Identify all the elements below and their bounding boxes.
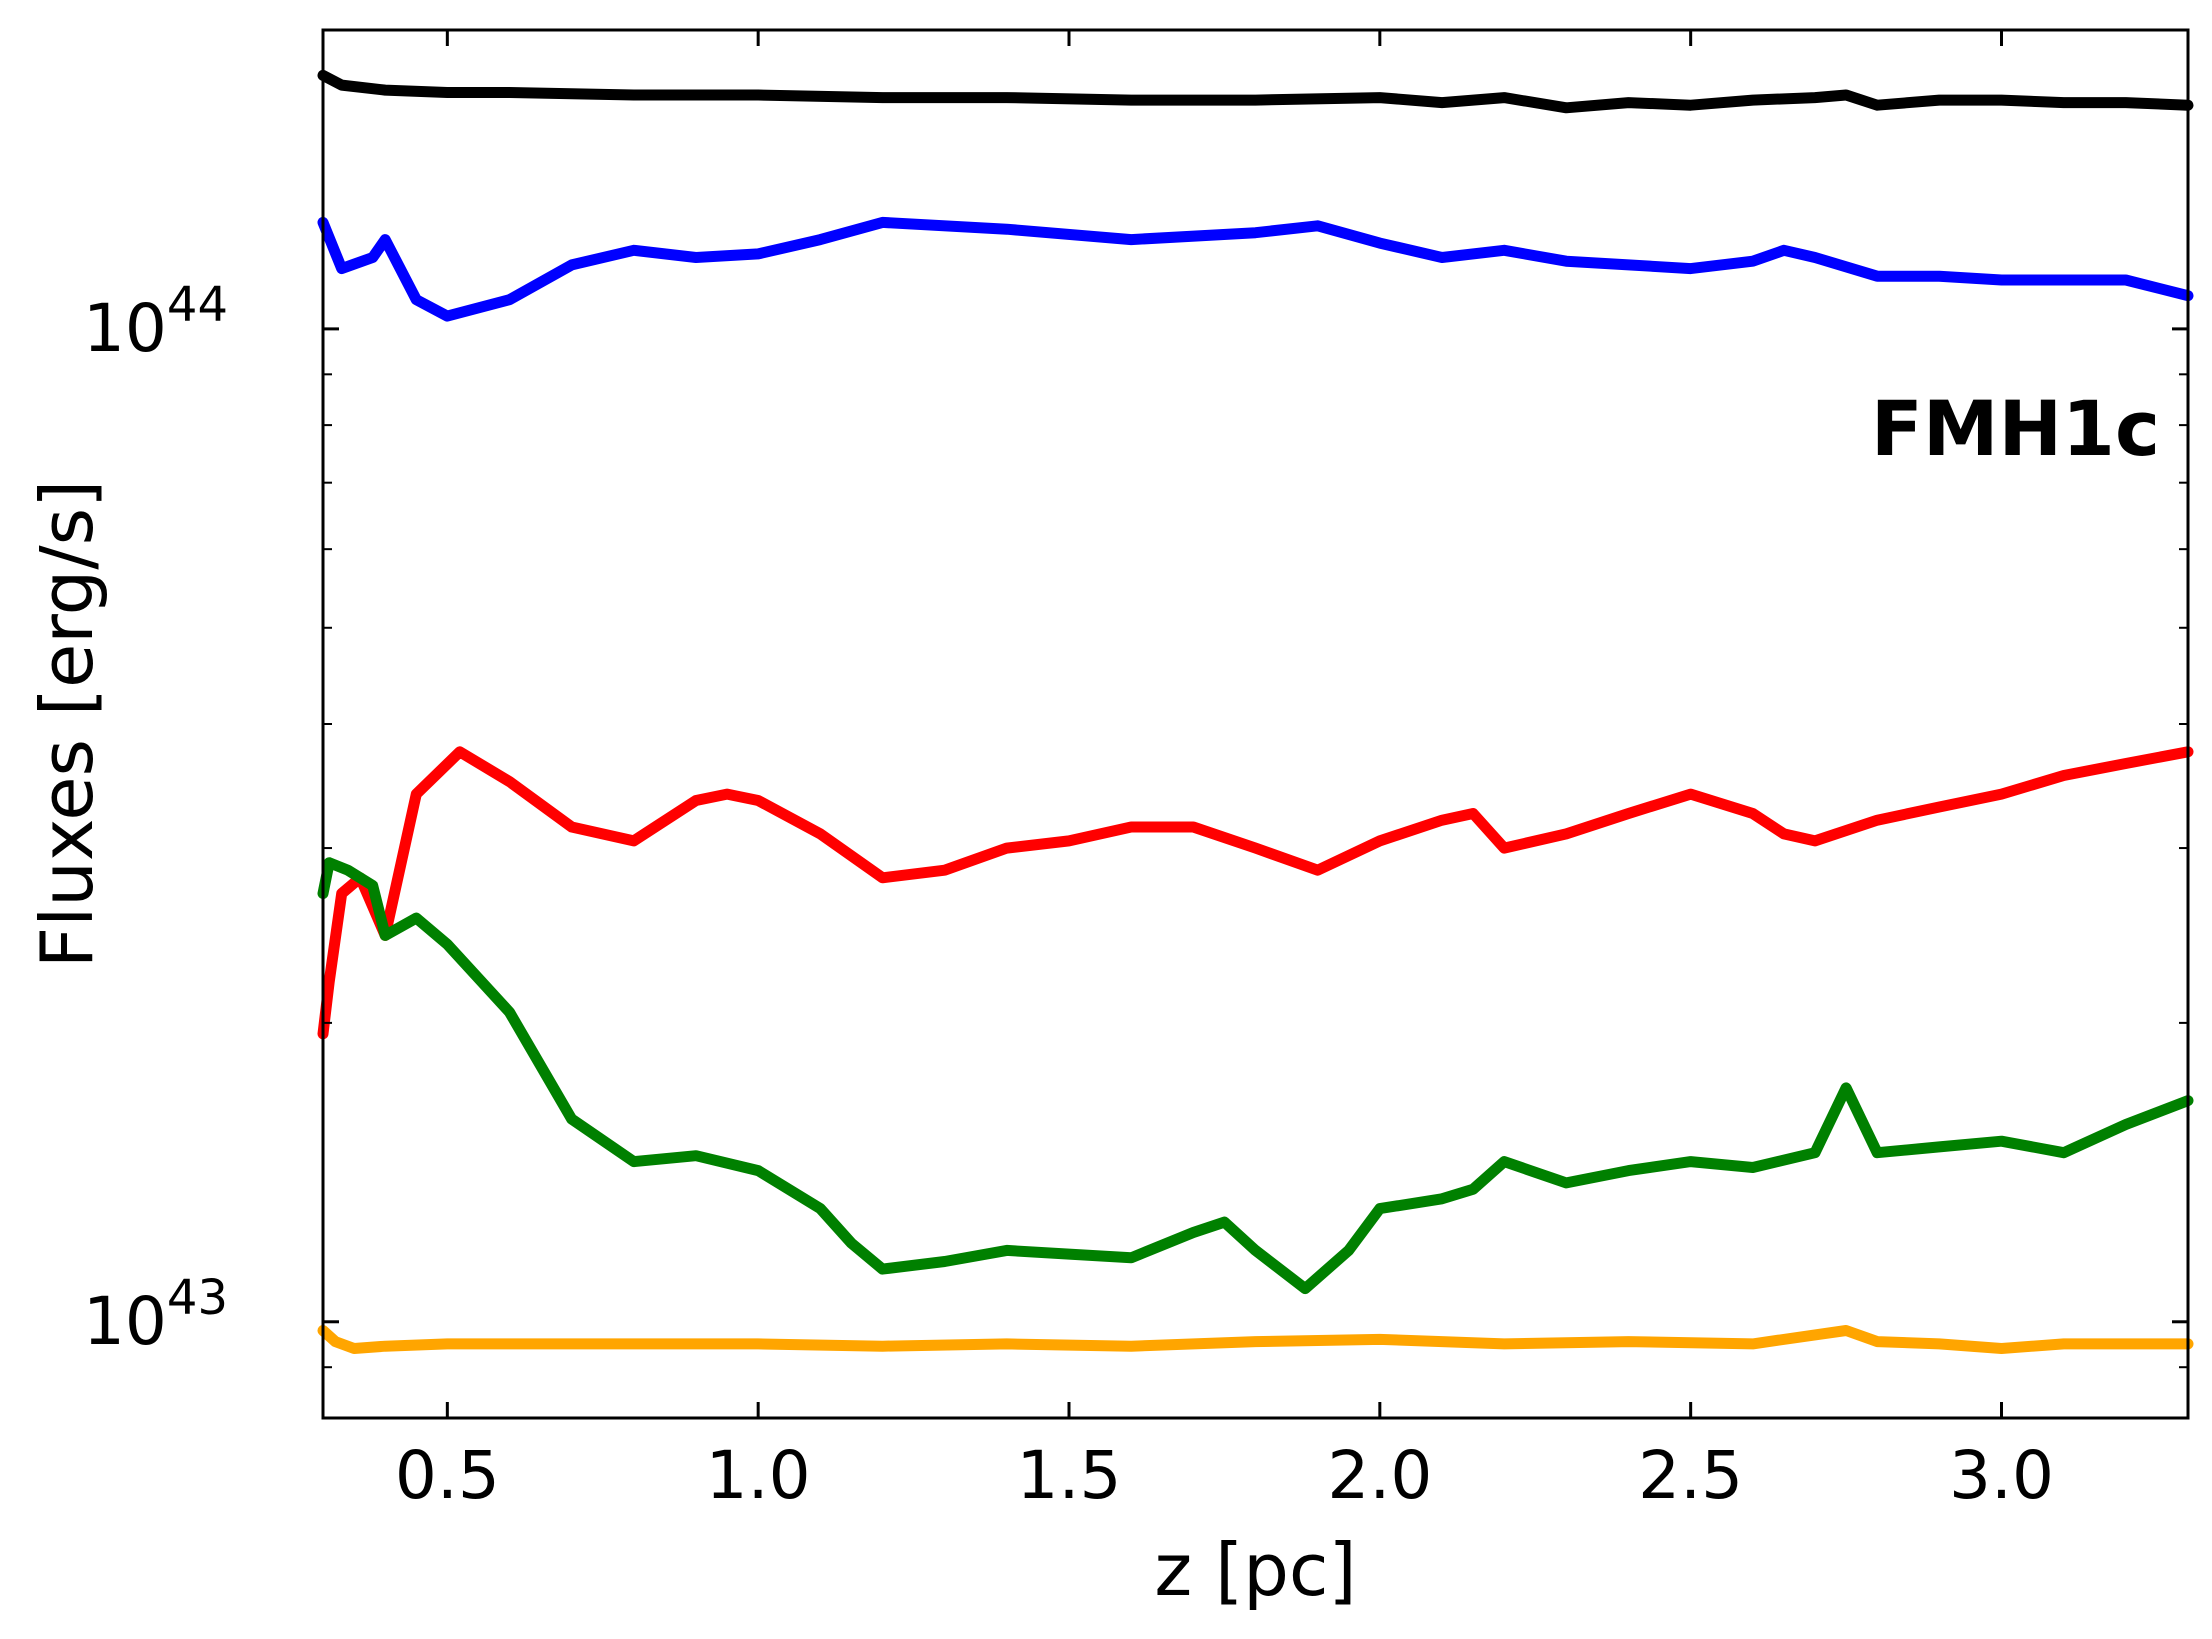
- x-axis-label: z [pc]: [1154, 1528, 1356, 1612]
- series-line-5: [317, 1325, 2194, 1354]
- series-line-3: [317, 746, 2194, 1040]
- series-line-4: [317, 857, 2194, 1295]
- run-annotation: FMH1c: [1871, 384, 2160, 473]
- x-tick-label: 1.5: [1017, 1437, 1122, 1514]
- plot-frame: [321, 28, 2190, 1420]
- series-line-2: [317, 216, 2194, 322]
- y-tick-label: 1044: [83, 277, 228, 367]
- y-tick-label: 1043: [83, 1270, 228, 1360]
- x-tick-label: 2.5: [1638, 1437, 1743, 1514]
- tick-layer: 0.5 1.0 1.5 2.0 2.5 3.0 1043 1044: [83, 30, 2188, 1514]
- x-tick-label: 3.0: [1949, 1437, 2054, 1514]
- series-line-1: [317, 69, 2194, 114]
- x-tick-label: 0.5: [395, 1437, 500, 1514]
- x-tick-label: 2.0: [1327, 1437, 1432, 1514]
- series-layer: [317, 69, 2194, 1354]
- x-tick-label: 1.0: [706, 1437, 811, 1514]
- y-axis-label: Fluxes [erg/s]: [25, 480, 109, 968]
